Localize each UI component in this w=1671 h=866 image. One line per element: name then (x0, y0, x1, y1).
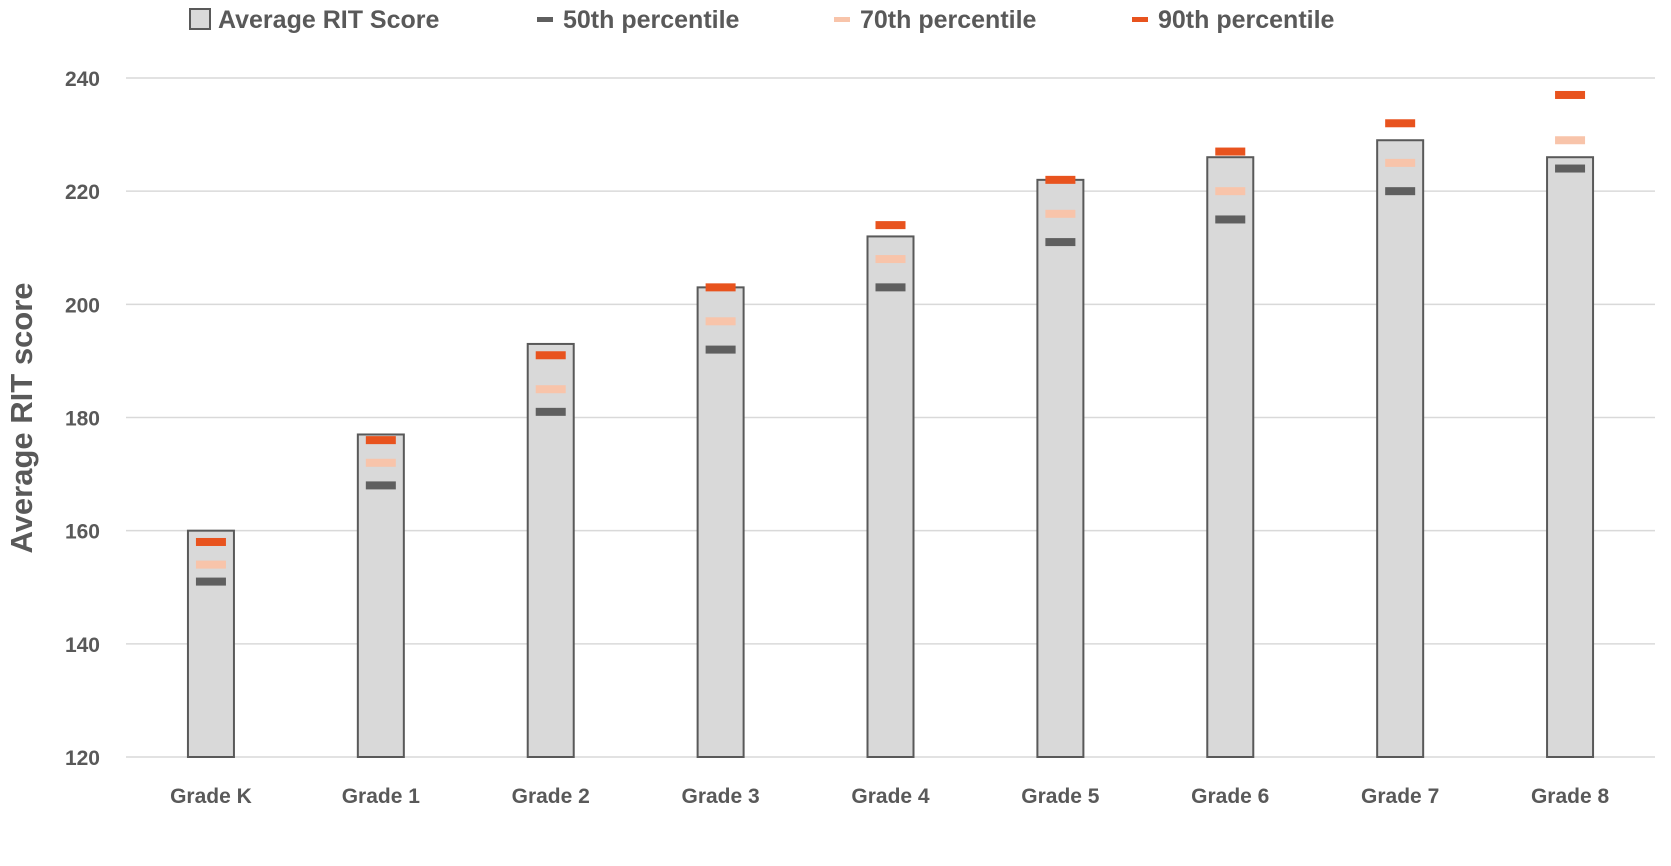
x-tick-label: Grade 3 (682, 785, 760, 808)
marker-90th-percentile (1045, 175, 1076, 184)
marker-50th-percentile (535, 407, 566, 416)
x-tick-label: Grade K (170, 785, 252, 808)
x-axis-ticks: Grade K Grade 1 Grade 2 Grade 3 Grade 4 Grade… (170, 785, 1609, 808)
y-axis-ticks: 120 140 160 180 200 220 240 (65, 68, 100, 770)
marker-70th-percentile (195, 560, 226, 569)
legend-label: 70th percentile (860, 6, 1037, 34)
marker-70th-percentile (535, 385, 566, 394)
y-tick-label: 200 (65, 294, 100, 317)
marker-90th-percentile (535, 351, 566, 360)
marker-90th-percentile (365, 436, 396, 445)
marker-50th-percentile (1215, 215, 1246, 224)
marker-70th-percentile (705, 317, 736, 326)
bar-average-rit (1376, 139, 1425, 759)
marker-50th-percentile (365, 481, 396, 490)
marker-50th-percentile (875, 283, 906, 292)
marker-90th-percentile (875, 221, 906, 230)
y-tick-label: 120 (65, 747, 100, 770)
y-tick-label: 160 (65, 521, 100, 544)
x-tick-label: Grade 1 (342, 785, 421, 808)
x-tick-label: Grade 8 (1531, 785, 1610, 808)
y-tick-label: 140 (65, 634, 100, 657)
bar-average-rit (1546, 156, 1595, 758)
legend-swatch-bar (189, 8, 211, 30)
y-axis-title: Average RIT score (4, 282, 39, 553)
legend-label: Average RIT Score (218, 6, 439, 34)
bar-average-rit (696, 286, 745, 758)
x-tick-label: Grade 2 (512, 785, 590, 808)
y-tick-label: 220 (65, 181, 100, 204)
x-tick-label: Grade 5 (1021, 785, 1100, 808)
marker-70th-percentile (1555, 136, 1586, 145)
marker-70th-percentile (1215, 187, 1246, 196)
marker-50th-percentile (1555, 164, 1586, 173)
legend-item: Average RIT Score (189, 6, 439, 34)
marker-90th-percentile (195, 537, 226, 546)
bar-average-rit (866, 235, 915, 758)
marker-90th-percentile (705, 283, 736, 292)
bar-average-rit (526, 342, 575, 758)
marker-50th-percentile (1045, 238, 1076, 247)
legend-item: 70th percentile (834, 6, 1037, 34)
marker-70th-percentile (875, 255, 906, 264)
marker-70th-percentile (365, 458, 396, 467)
legend-label: 90th percentile (1158, 6, 1335, 34)
bars (186, 139, 1595, 759)
marker-90th-percentile (1385, 119, 1416, 128)
legend-swatch-marker (1132, 17, 1148, 22)
marker-70th-percentile (1385, 158, 1416, 167)
marker-50th-percentile (1385, 187, 1416, 196)
legend-label: 50th percentile (563, 6, 740, 34)
legend: Average RIT Score 50th percentile 70th per… (189, 6, 1335, 34)
marker-50th-percentile (705, 345, 736, 354)
x-tick-label: Grade 6 (1191, 785, 1269, 808)
percentile-markers (195, 90, 1586, 586)
legend-item: 50th percentile (537, 6, 740, 34)
bar-average-rit (1206, 156, 1255, 758)
marker-90th-percentile (1215, 147, 1246, 156)
y-tick-label: 240 (65, 68, 100, 91)
x-tick-label: Grade 7 (1361, 785, 1439, 808)
x-tick-label: Grade 4 (851, 785, 930, 808)
bar-average-rit (1036, 178, 1085, 759)
legend-swatch-marker (834, 17, 850, 22)
y-tick-label: 180 (65, 408, 100, 431)
marker-90th-percentile (1555, 90, 1586, 99)
legend-swatch-marker (537, 17, 553, 22)
marker-70th-percentile (1045, 209, 1076, 218)
marker-50th-percentile (195, 577, 226, 586)
legend-item: 90th percentile (1132, 6, 1335, 34)
